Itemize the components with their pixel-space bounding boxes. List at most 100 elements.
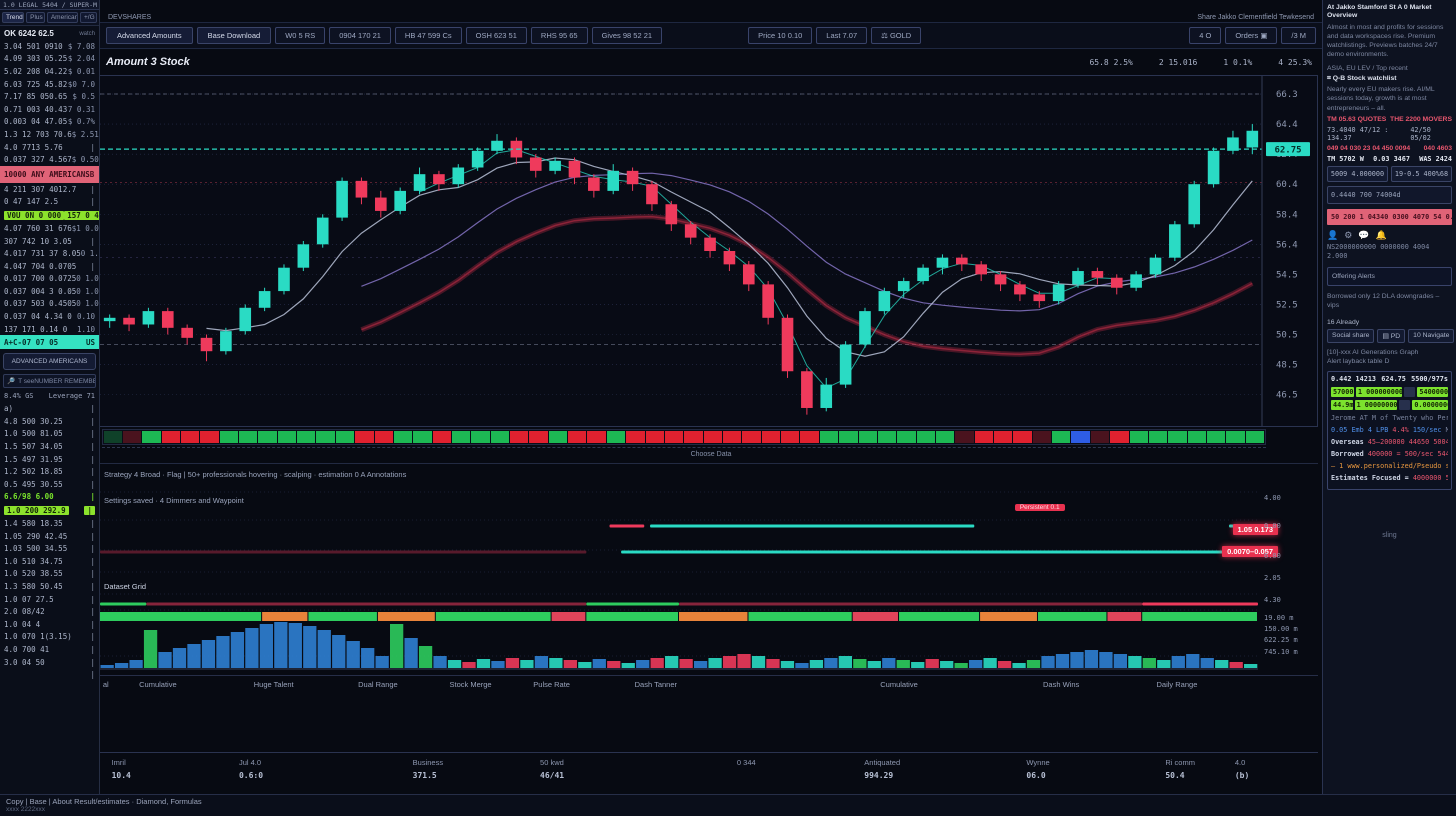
watchlist-row-16[interactable]: 4.017 731 37 8.050 1.0 [0, 247, 99, 260]
watchlist-row-7[interactable]: 1.3 12 703 70.6 $ 2.51 [0, 128, 99, 141]
depth-row-12[interactable]: 1.0 510 34.75 | [0, 555, 99, 568]
levels-row-2[interactable]: Borrowed 400000 = 500/sec 544005 [1331, 450, 1448, 458]
bottom-axis-pair-8: 4.0 (b) [1235, 758, 1249, 780]
alerts-input[interactable]: Offering Alerts [1327, 267, 1452, 287]
watchlist-row-6[interactable]: 0.003 04 47.05 $ 0.7% [0, 116, 99, 129]
levels-row-3[interactable]: — 1 www.personalized/Pseudo searching 22 [1331, 462, 1448, 470]
red-ticker-row-1[interactable]: TM 05.63 QUOTES THE 2200 MOVERS [1327, 116, 1452, 123]
depth-row-18[interactable]: 1.0 070 1(3.15) | [0, 631, 99, 644]
toolbar-button-0[interactable]: W0 5 RS [275, 27, 326, 44]
watchlist-row-19[interactable]: 0.037 004 3 0.050 1.00 [0, 285, 99, 298]
share-button-2[interactable]: 10 Navigate [1408, 328, 1455, 343]
quick-action-button-0[interactable]: 5009 4.000000 [1327, 165, 1388, 182]
toolbar-tab-0[interactable]: Advanced Amounts [106, 27, 193, 44]
depth-row-6[interactable]: 0.5 495 30.55 | [0, 478, 99, 491]
toolbar-far-button-0[interactable]: 4 O [1189, 27, 1222, 44]
toolbar-far-button-2[interactable]: /3 M [1281, 27, 1316, 44]
wide-button[interactable]: 0.4440 700 74004d [1327, 185, 1452, 204]
advanced-button[interactable]: ADVANCED AMERICANS [3, 353, 96, 371]
watchlist-row-0[interactable]: 3.04 501 0910 $ 7.08 [0, 40, 99, 53]
alert-banner[interactable]: 50 200 1 04340 0300 4070 54 0.0 [1327, 208, 1452, 225]
watchlist-row-18[interactable]: 0.017 700 0.0725 0 1.0 [0, 273, 99, 286]
left-tab-2[interactable]: American [46, 12, 79, 23]
watchlist-row-3[interactable]: 6.03 725 45.82 $0 7.0 [0, 78, 99, 91]
depth-row-19[interactable]: 4.0 700 41 | [0, 643, 99, 656]
levels-dim-line: Jerome AT M of Twenty who Permanent — [1331, 413, 1448, 422]
chart-stats: 65.8 2.5% 2 15.016 1 0.1% 4 25.3% [1089, 58, 1312, 67]
toolbar-button-3[interactable]: OSH 623 51 [465, 27, 527, 44]
depth-row-9[interactable]: 1.4 580 18.35 | [0, 517, 99, 530]
depth-row-8[interactable]: 1.0 200 292.9 | [0, 503, 99, 517]
chat-icon[interactable]: 💬 [1358, 229, 1370, 240]
toolbar-button-4[interactable]: RHS 95 65 [530, 27, 588, 44]
watchlist-row-9[interactable]: 0.037 327 4.567 $ 0.50 [0, 153, 99, 166]
depth-row-11[interactable]: 1.03 500 34.55 | [0, 542, 99, 555]
status-links[interactable]: Copy | Base | About Result/estimates · D… [6, 797, 202, 806]
left-tab-1[interactable]: Plus [26, 12, 45, 23]
depth-row-3[interactable]: 1.5 507 34.05 | [0, 440, 99, 453]
gear-icon[interactable]: ⚙ [1344, 229, 1353, 240]
toolbar-tab-1[interactable]: Base Download [196, 27, 272, 44]
levels-row-0[interactable]: 0.05 Emb 4 LPB 4.4% 150/sec M left [1331, 426, 1448, 434]
toolbar-button-1[interactable]: 0904 170 21 [329, 27, 391, 44]
watchlist-row-8[interactable]: 4.0 7713 5.76 | [0, 141, 99, 154]
watchlist-row-22[interactable]: 137 171 0.14 0 1.10 [0, 323, 99, 336]
watchlist-row-23[interactable]: A+C-07 07 05 US [0, 335, 99, 350]
watchlist-row-21[interactable]: 0.037 04 4.34 0 0.10 [0, 310, 99, 323]
symbol-search[interactable]: 🔎 T seeNUMBER REMEMBER [3, 374, 96, 389]
toolbar-button-2[interactable]: HB 47 599 Cs [394, 27, 462, 44]
red-ticker-row-2[interactable]: 049 04 030 23 04 450 0094 040 4603 [1327, 145, 1452, 152]
depth-row-0[interactable]: a) | [0, 402, 99, 415]
quick-action-button-1[interactable]: 19-0.5 400%68 [1391, 165, 1452, 182]
depth-row-20[interactable]: 3.0 04 50 | [0, 656, 99, 669]
watchlist-row-5[interactable]: 0.71 003 40.43 7 0.31 [0, 103, 99, 116]
depth-row-4[interactable]: 1.5 497 31.95 | [0, 453, 99, 466]
share-button-0[interactable]: Social share [1327, 328, 1375, 343]
watchlist-row-17[interactable]: 4.047 704 0.0705 | [0, 260, 99, 273]
depth-row-14[interactable]: 1.3 580 50.45 | [0, 580, 99, 593]
share-button-1[interactable]: ▤ PD [1377, 328, 1406, 343]
red-ticker-1-1: THE 2200 MOVERS [1390, 115, 1452, 123]
depth-row-17[interactable]: 1.0 04 4 | [0, 618, 99, 631]
watchlist-row-14[interactable]: 4.07 760 31 676 $1 0.0 [0, 222, 99, 235]
depth-row-1[interactable]: 4.8 500 30.25 | [0, 415, 99, 428]
watchlist-row-1[interactable]: 4.09 303 05.25 $ 2.04 [0, 53, 99, 66]
toolbar-button-5[interactable]: Gives 98 52 21 [591, 27, 663, 44]
watchlist-row-15[interactable]: 307 742 10 3.05 | [0, 235, 99, 248]
toolbar-right-button-2[interactable]: ⚖ GOLD [871, 27, 922, 44]
person-icon[interactable]: 👤 [1327, 229, 1339, 240]
indicator-panel[interactable]: Strategy 4 Broad · Flag | 50+ profession… [100, 463, 1318, 675]
bottom-axis-value: 0.6:0 [238, 771, 264, 780]
left-tab-3[interactable]: +/G [80, 12, 98, 23]
watchlist-row-13[interactable]: V0U 0N 0 000 157 0 4 [0, 208, 99, 222]
main-candlestick-chart[interactable]: 66.364.462.460.458.456.454.552.550.548.5… [100, 75, 1318, 427]
depth-label: 6.6/98 6.00 [4, 492, 54, 502]
depth-row-21[interactable]: | [0, 668, 99, 681]
toolbar-far-button-1[interactable]: Orders ▣ [1225, 27, 1278, 44]
stock-watchlist-link[interactable]: ⌗ Q-B Stock watchlist [1327, 74, 1397, 82]
depth-row-16[interactable]: 2.0 08/42 | [0, 605, 99, 618]
watchlist-row-12[interactable]: 0 47 147 2.5 | [0, 196, 99, 209]
watchlist-row-4[interactable]: 7.17 85 050.65 $ 0.5 [0, 90, 99, 103]
depth-row-2[interactable]: 1.0 500 81.05 | [0, 428, 99, 441]
watchlist-row-11[interactable]: 4 211 307 4012.7 | [0, 183, 99, 196]
left-tab-0[interactable]: Trend [2, 12, 25, 23]
watchlist-row-2[interactable]: 5.02 208 04.22 $ 0.01 [0, 65, 99, 78]
levels-cell-1-3: 5004 [1433, 437, 1448, 446]
depth-row-13[interactable]: 1.0 520 38.55 | [0, 568, 99, 581]
toolbar-right-button-1[interactable]: Last 7.07 [816, 27, 868, 44]
depth-label: 1.05 290 42.45 [4, 531, 68, 541]
depth-row-15[interactable]: 1.0 07 27.5 | [0, 593, 99, 606]
watchlist-label: 4.07 760 31 676 [4, 223, 72, 233]
depth-row-7[interactable]: 6.6/98 6.00 | [0, 491, 99, 504]
depth-row-10[interactable]: 1.05 290 42.45 | [0, 530, 99, 543]
choose-data-divider[interactable]: Choose Data [100, 445, 1322, 463]
bell-icon[interactable]: 🔔 [1375, 229, 1387, 240]
toolbar-right-button-0[interactable]: Price 10 0.10 [748, 27, 813, 44]
depth-row-5[interactable]: 1.2 502 18.85 | [0, 465, 99, 478]
green-level-row-2: 44.9m 1 000000000 —— 0.0000000 [1331, 399, 1448, 410]
levels-row-1[interactable]: Overseas 45—200000 44650 5004 [1331, 438, 1448, 446]
